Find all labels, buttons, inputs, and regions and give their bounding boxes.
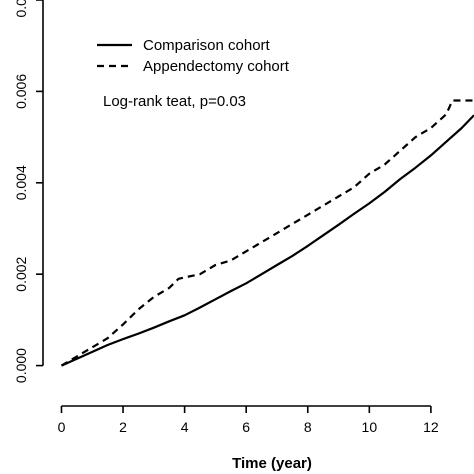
x-tick-label: 6 [242,419,250,435]
x-tick-label: 10 [362,419,378,435]
x-ticks: 0 2 4 6 8 10 12 [58,406,439,435]
y-tick-label: 0.000 [13,348,29,383]
series-line-appendectomy [60,99,474,367]
x-axis-title: Time (year) [232,455,312,472]
legend-label-appendectomy: Appendectomy cohort [143,58,290,75]
y-tick-label: 0.006 [13,74,29,109]
legend: Comparison cohort Appendectomy cohort [97,37,290,75]
x-axis: 0 2 4 6 8 10 12 [58,405,439,435]
y-axis: 0.000 0.002 0.004 0.006 0.008 [13,0,44,383]
x-tick-label: 2 [119,419,127,435]
log-rank-annotation: Log-rank teat, p=0.03 [103,93,246,110]
x-tick-label: 0 [58,419,66,435]
x-tick-label: 4 [181,419,189,435]
x-tick-label: 12 [423,419,439,435]
y-tick-label: 0.008 [13,0,29,18]
series-group [60,99,474,367]
y-ticks: 0.000 0.002 0.004 0.006 0.008 [13,0,43,383]
legend-label-comparison: Comparison cohort [143,37,271,54]
series-line-comparison [61,114,474,367]
y-tick-label: 0.002 [13,256,29,291]
y-tick-label: 0.004 [13,165,29,200]
x-tick-label: 8 [304,419,312,435]
